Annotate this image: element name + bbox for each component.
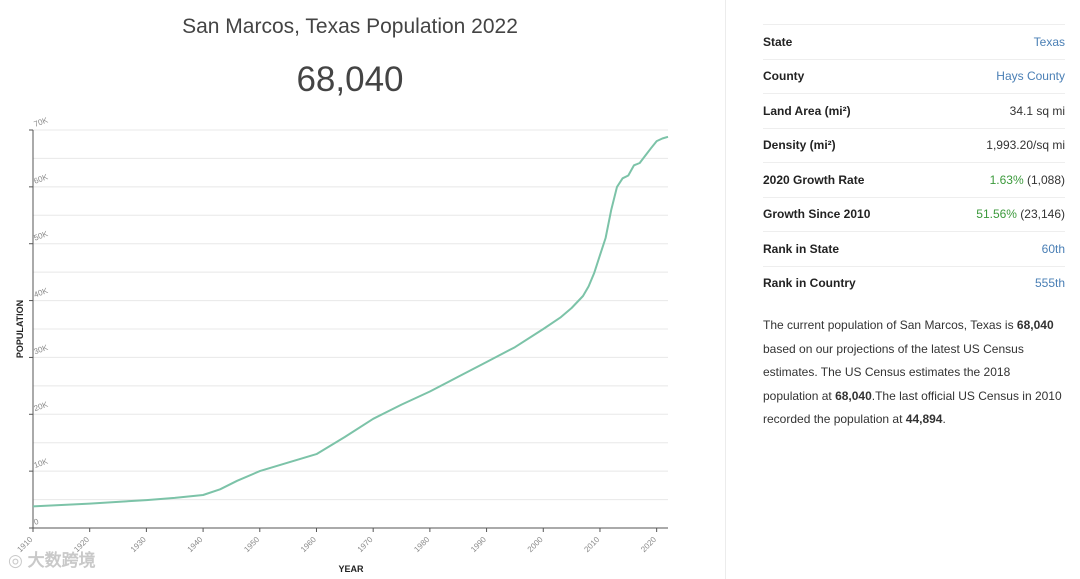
- x-tick-label: 2020: [639, 535, 658, 554]
- stats-key: Density (mi²): [763, 127, 929, 163]
- x-tick-label: 1960: [299, 535, 318, 554]
- x-tick-label: 2000: [526, 535, 545, 554]
- stats-key: 2020 Growth Rate: [763, 162, 929, 197]
- stats-key: County: [763, 58, 929, 94]
- y-tick-label: 20K: [33, 400, 50, 414]
- description-2018-population: 68,040: [835, 388, 872, 403]
- stats-row: County Hays County: [763, 58, 1065, 94]
- y-tick-label: 0: [33, 517, 41, 527]
- description-text-1: The current population of San Marcos, Te…: [763, 318, 1017, 332]
- description-2010-population: 44,894: [905, 412, 943, 426]
- stats-key: State: [763, 24, 929, 59]
- stats-row: Growth Since 2010 51.56% (23,146): [763, 196, 1065, 232]
- y-tick-label: 50K: [33, 229, 50, 243]
- stats-row: State Texas: [763, 24, 1065, 59]
- stats-value-link[interactable]: 555th: [1034, 276, 1065, 291]
- x-tick-label: 1980: [412, 535, 431, 554]
- description-current-population: 68,040: [1016, 318, 1054, 332]
- stats-key: Rank in State: [763, 231, 929, 266]
- chart-panel: San Marcos, Texas Population 2022 68,040…: [15, 15, 669, 574]
- population-line: [32, 135, 669, 508]
- population-description: The current population of San Marcos, Te…: [763, 314, 1065, 432]
- stats-value-link[interactable]: 60th: [1041, 241, 1065, 256]
- x-tick-label: 1940: [186, 535, 205, 554]
- stats-growth-count: (23,146): [1016, 207, 1065, 222]
- y-tick-label: 60K: [33, 172, 50, 186]
- stats-key: Growth Since 2010: [763, 196, 929, 232]
- description-text-4: .: [942, 412, 946, 426]
- stats-panel: State Texas County Hays County Land Area (mi…: [763, 24, 1065, 432]
- y-tick-label: 70K: [33, 115, 50, 129]
- stats-value-cell: 60th: [928, 231, 1065, 266]
- y-tick-label: 10K: [33, 456, 50, 470]
- description-text-3: .The last official US Census in 2010 rec…: [763, 388, 1062, 427]
- eye-logo-icon: ◎: [8, 551, 23, 570]
- stats-value: 34.1 sq mi: [1009, 103, 1065, 118]
- x-tick-label: 1930: [129, 535, 148, 554]
- x-tick-label: 1990: [469, 535, 488, 554]
- stats-growth-percent: 1.63%: [989, 172, 1024, 187]
- watermark-logo: ◎ 大数跨境: [8, 546, 96, 571]
- stats-value-cell: 51.56% (23,146): [928, 196, 1065, 232]
- panel-divider: [725, 0, 726, 579]
- stats-key: Land Area (mi²): [763, 93, 929, 128]
- stats-value-cell: Hays County: [928, 58, 1065, 94]
- stats-table: State Texas County Hays County Land Area (mi…: [763, 24, 1065, 300]
- stats-value-cell: 555th: [928, 265, 1065, 300]
- stats-value-cell: 1.63% (1,088): [928, 162, 1065, 197]
- stats-row: Rank in Country 555th: [763, 265, 1065, 300]
- stats-value-cell: Texas: [928, 24, 1065, 59]
- x-axis-title: YEAR: [338, 564, 364, 574]
- y-tick-label: 40K: [33, 286, 50, 300]
- stats-growth-percent: 51.56%: [976, 207, 1017, 222]
- x-tick-label: 1970: [356, 535, 375, 554]
- stats-row: 2020 Growth Rate 1.63% (1,088): [763, 162, 1065, 197]
- stats-value: 1,993.20/sq mi: [986, 138, 1065, 153]
- x-tick-label: 1950: [242, 535, 261, 554]
- stats-growth-count: (1,088): [1023, 172, 1065, 187]
- description-text-2: based on our projections of the latest U…: [763, 341, 1024, 403]
- x-tick-label: 2010: [582, 535, 601, 554]
- page-title: San Marcos, Texas Population 2022: [182, 15, 518, 38]
- stats-value-cell: 1,993.20/sq mi: [928, 127, 1065, 163]
- stats-value-link[interactable]: Hays County: [996, 69, 1065, 84]
- stats-value-link[interactable]: Texas: [1033, 34, 1065, 49]
- stats-row: Land Area (mi²) 34.1 sq mi: [763, 93, 1065, 128]
- stats-row: Rank in State 60th: [763, 231, 1065, 266]
- y-axis-title: POPULATION: [15, 300, 25, 358]
- stats-row: Density (mi²) 1,993.20/sq mi: [763, 127, 1065, 163]
- stats-value-cell: 34.1 sq mi: [928, 93, 1065, 128]
- watermark-text: 大数跨境: [27, 551, 96, 570]
- y-tick-label: 30K: [33, 343, 50, 357]
- stats-key: Rank in Country: [763, 265, 929, 300]
- population-number: 68,040: [296, 60, 404, 99]
